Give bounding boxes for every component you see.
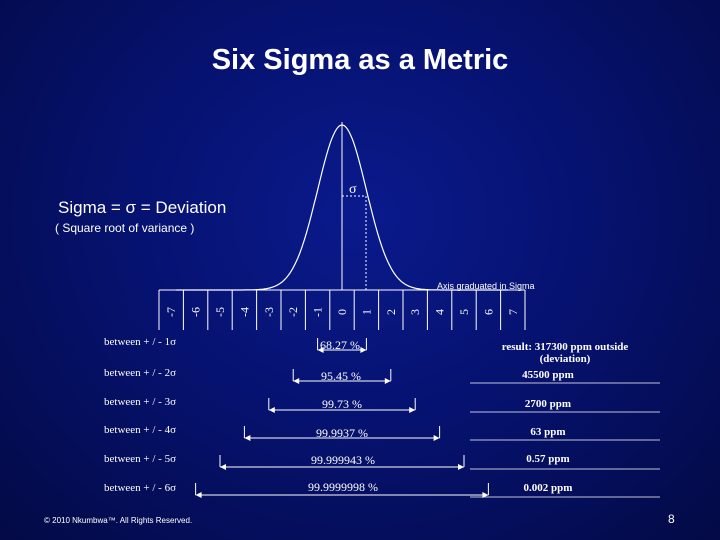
- page-number: 8: [668, 512, 675, 526]
- percent-4: 99.9937 %: [316, 426, 368, 440]
- ppm-1-note: (deviation): [539, 353, 591, 365]
- axis-tick-label: 0: [335, 309, 349, 315]
- range-arrow-right: [384, 378, 391, 384]
- axis-tick-label: 5: [457, 309, 471, 315]
- row-label-4: between + / - 4σ: [104, 424, 176, 436]
- ppm-5: 0.57 ppm: [526, 453, 570, 465]
- sigma-axis: -7 -6 -5 -4 -3 -2 -1 0 1 2 3 4 5 6 7: [158, 289, 526, 330]
- range-arrow-left: [244, 435, 251, 441]
- ppm-3: 2700 ppm: [524, 398, 572, 410]
- ppm-4: 63 ppm: [530, 426, 566, 438]
- axis-tick-label: -3: [262, 307, 276, 317]
- axis-tick-label: -6: [189, 307, 203, 317]
- axis-tick-label: -7: [164, 307, 178, 317]
- range-arrow-right: [482, 492, 489, 498]
- axis-tick-label: -4: [237, 307, 251, 317]
- percent-3: 99.73 %: [322, 397, 362, 411]
- row-label-6: between + / - 6σ: [104, 482, 176, 494]
- axis-tick-label: 2: [384, 309, 398, 315]
- axis-tick-label: 3: [408, 309, 422, 315]
- range-arrow-left: [195, 492, 202, 498]
- range-arrow-right: [458, 464, 464, 470]
- axis-tick-label: -5: [213, 307, 227, 317]
- range-arrow-left: [293, 378, 300, 384]
- row-label-5: between + / - 5σ: [104, 453, 176, 465]
- sigma-subtitle: ( Square root of variance ): [55, 221, 195, 235]
- range-rows: [195, 338, 660, 498]
- axis-tick-label: 1: [359, 309, 373, 315]
- axis-tick-label: 7: [506, 309, 520, 315]
- ppm-2: 45500 ppm: [522, 369, 574, 381]
- row-label-3: between + / - 3σ: [104, 396, 176, 408]
- row-label-1: between + / - 1σ: [104, 336, 176, 348]
- percent-2: 95.45 %: [321, 369, 361, 383]
- percent-5: 99.999943 %: [311, 453, 375, 467]
- slide-title: Six Sigma as a Metric: [211, 44, 509, 76]
- axis-tick-label: -1: [311, 307, 325, 317]
- axis-tick-label: 6: [481, 309, 495, 315]
- ppm-1: result: 317300 ppm outside: [501, 341, 629, 353]
- axis-tick-label: 4: [433, 309, 447, 315]
- range-arrow-left: [220, 464, 226, 470]
- range-arrow-right: [409, 407, 416, 413]
- range-arrow-right: [360, 347, 367, 353]
- percent-6: 99.9999998 %: [308, 480, 378, 494]
- axis-tick-label: -2: [286, 307, 300, 317]
- copyright: © 2010 Nkumbwa™. All Rights Reserved.: [44, 516, 193, 525]
- range-arrow-left: [317, 347, 324, 353]
- ppm-6: 0.002 ppm: [523, 482, 573, 494]
- range-arrow-left: [268, 407, 275, 413]
- sigma-symbol: σ: [349, 182, 357, 197]
- range-arrow-right: [433, 435, 440, 441]
- percent-1: 68.27 %: [320, 338, 360, 352]
- sigma-definition: Sigma = σ = Deviation: [58, 198, 227, 217]
- row-label-2: between + / - 2σ: [104, 367, 176, 379]
- axis-caption: Axis graduated in Sigma: [437, 281, 535, 291]
